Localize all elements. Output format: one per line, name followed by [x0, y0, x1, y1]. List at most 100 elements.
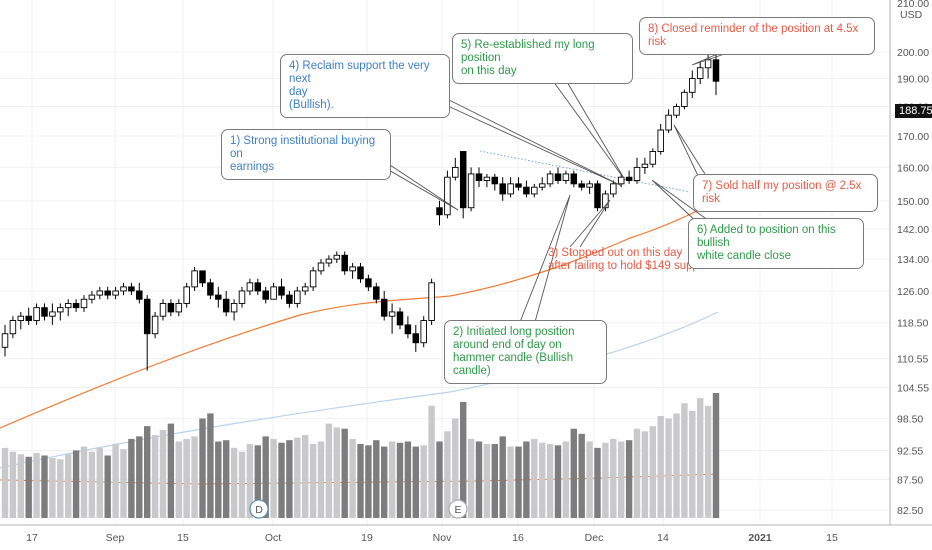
- volume-bar-13: [104, 455, 111, 518]
- time-axis[interactable]: 17 Sep 15 Oct 19 Nov 16 Dec 14 2021 15: [0, 524, 932, 550]
- candle-body-61: [483, 176, 491, 181]
- candle-body-36: [286, 294, 293, 304]
- time-tick-0: 17: [26, 532, 38, 544]
- annotation-8-closed-remainder[interactable]: 8) Closed reminder of the position at 4.…: [639, 17, 875, 55]
- annotation-1-strong-institutional-buying[interactable]: 1) Strong institutional buying on earnin…: [221, 129, 391, 180]
- candle-body-27: [215, 294, 222, 300]
- volume-bar-33: [262, 436, 269, 518]
- candle-body-21: [167, 302, 175, 313]
- time-tick-4: 19: [361, 532, 373, 544]
- volume-bar-41: [325, 423, 333, 518]
- volume-bar-85: [673, 413, 680, 518]
- candle-body-73: [578, 183, 585, 188]
- leader-2: [519, 194, 571, 323]
- candle-body-56: [444, 176, 451, 216]
- candle-body-55: [436, 207, 443, 216]
- volume-bar-49: [388, 441, 396, 518]
- volume-bar-59: [467, 438, 475, 518]
- candle-body-59: [467, 173, 475, 209]
- volume-bar-53: [420, 445, 427, 518]
- annotation-2-initiated-long[interactable]: 2) Initiated long position around end of…: [444, 320, 607, 384]
- candle-body-7: [57, 307, 64, 313]
- candle-body-50: [396, 311, 404, 326]
- volume-bar-52: [412, 446, 419, 518]
- candle-body-77: [610, 183, 617, 195]
- candle-body-41: [325, 258, 333, 264]
- candle-body-24: [191, 270, 198, 288]
- volume-bar-11: [88, 451, 96, 518]
- candle-body-1: [9, 320, 17, 335]
- moving-average-blue: [0, 311, 719, 469]
- volume-bar-37: [294, 437, 301, 518]
- candle-body-52: [412, 333, 420, 344]
- candle-body-22: [175, 302, 183, 313]
- volume-bar-9: [72, 450, 80, 518]
- volume-bar-15: [120, 449, 127, 518]
- earnings-marker-circle-1: [448, 499, 468, 519]
- candle-body-83: [657, 129, 664, 152]
- earnings-marker-label-1: E: [454, 504, 461, 516]
- annotation-7-sold-half[interactable]: 7) Sold half my position @ 2.5x risk: [693, 174, 878, 212]
- candle-body-62: [491, 176, 499, 185]
- candle-body-35: [278, 286, 285, 296]
- candle-body-34: [270, 286, 277, 300]
- candle-body-67: [531, 186, 538, 195]
- candle-body-14: [112, 290, 119, 296]
- annotation-6-added-to-position[interactable]: 6) Added to position on this bullish whi…: [688, 218, 864, 269]
- candle-body-37: [294, 290, 301, 304]
- time-tick-2: 15: [177, 532, 189, 544]
- time-tick-10: 15: [826, 532, 838, 544]
- volume-bar-19: [151, 435, 159, 518]
- volume-bar-66: [523, 441, 530, 518]
- volume-bar-42: [333, 427, 340, 518]
- volume-bar-27: [215, 441, 222, 518]
- volume-bar-76: [602, 442, 609, 518]
- leader-3: [569, 199, 611, 248]
- candlesticks: [1, 54, 720, 371]
- candle-body-4: [33, 307, 40, 321]
- candle-body-53: [420, 320, 427, 344]
- volume-bar-75: [594, 447, 601, 518]
- candle-body-78: [617, 176, 625, 185]
- candle-body-75: [594, 183, 601, 209]
- volume-bar-72: [570, 428, 577, 518]
- volume-bar-73: [578, 433, 585, 518]
- price-tick-14: 87.50: [897, 475, 923, 487]
- price-tick-10: 110.55: [897, 354, 928, 366]
- volume-bar-29: [230, 447, 238, 518]
- price-axis[interactable]: 210.00USD200.00190.00180.00170.00160.001…: [889, 0, 932, 550]
- volume-bar-36: [286, 440, 293, 518]
- candle-body-66: [523, 186, 530, 195]
- volume-bar-43: [341, 428, 348, 518]
- trend-line-dotted: [479, 150, 691, 193]
- volume-bar-50: [396, 442, 404, 518]
- volume-bar-38: [302, 435, 309, 518]
- volume-bar-20: [159, 429, 167, 518]
- volume-bar-47: [373, 440, 380, 518]
- volume-bar-17: [136, 436, 143, 518]
- currency-label: USD: [900, 9, 923, 21]
- candle-body-3: [25, 315, 32, 321]
- volume-bar-3: [25, 456, 32, 518]
- volume-bar-31: [246, 444, 254, 518]
- candle-body-42: [333, 254, 341, 260]
- annotation-5-reestablished-long[interactable]: 5) Re-established my long position on th…: [452, 33, 633, 84]
- volume-bar-69: [546, 444, 554, 518]
- candle-body-48: [380, 298, 388, 317]
- volume-bar-12: [96, 447, 103, 518]
- candle-body-47: [373, 286, 380, 300]
- candle-body-26: [207, 282, 214, 296]
- volume-bar-71: [562, 441, 570, 518]
- leader-1: [379, 164, 459, 211]
- volume-bar-16: [128, 438, 135, 518]
- candle-body-25: [199, 270, 206, 284]
- volume-bar-51: [404, 441, 412, 518]
- candle-body-12: [96, 290, 104, 296]
- candle-body-23: [183, 286, 190, 304]
- annotation-4-reclaim-support[interactable]: 4) Reclaim support the very next day (Bu…: [280, 54, 450, 118]
- volume-bar-60: [475, 441, 483, 518]
- candle-body-33: [262, 290, 269, 300]
- volume-bar-55: [436, 441, 443, 518]
- leader-6: [651, 179, 706, 226]
